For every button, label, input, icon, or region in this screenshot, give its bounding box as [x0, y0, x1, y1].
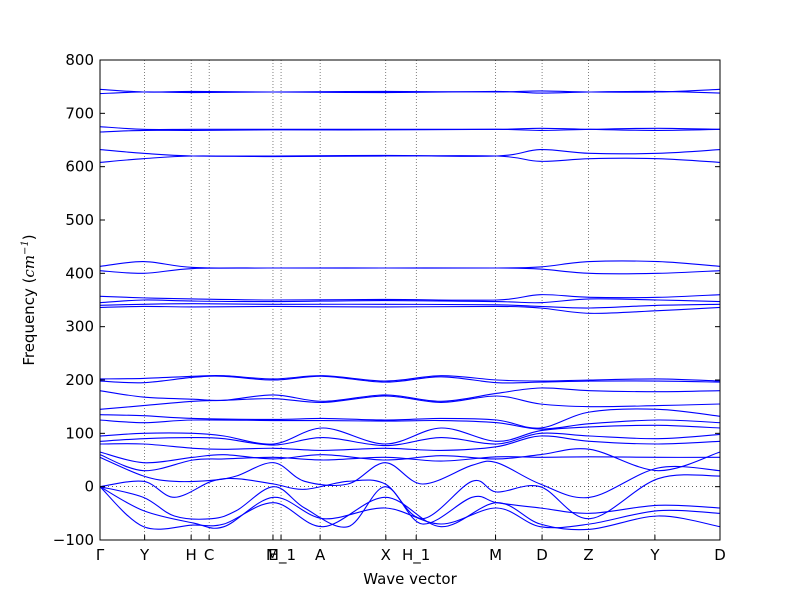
band-line-27	[99, 486, 721, 531]
band-line-28	[99, 486, 721, 529]
x-ticks: Γ Y H C EM_1 A X H_1 M D Z Y D	[96, 535, 726, 565]
y-axis-label-main: Frequency (	[20, 278, 38, 366]
band-line-21	[99, 435, 721, 451]
band-line-13	[99, 375, 721, 382]
band-line-17	[99, 408, 721, 429]
band-line-9	[99, 294, 721, 301]
x-tick-label-12: Y	[649, 546, 660, 564]
band-line-18	[99, 419, 721, 430]
band-series-group	[99, 88, 721, 531]
band-line-22	[99, 448, 721, 472]
band-line-6	[99, 155, 721, 163]
band-line-14	[99, 375, 721, 384]
x-tick-label-9: M	[489, 546, 502, 564]
y-ticks: −100 0 100 200 300 400 500 600 700 800	[53, 51, 720, 549]
band-line-16	[99, 395, 721, 410]
x-tick-label-8: H_1	[402, 546, 430, 565]
band-line-23	[99, 454, 721, 472]
band-line-4	[99, 127, 721, 133]
x-tick-label-10: D	[536, 546, 548, 564]
band-line-10	[99, 298, 721, 304]
band-line-26	[99, 486, 721, 528]
y-tick-label-4: 300	[65, 318, 94, 336]
y-axis-label-exponent: −1	[20, 240, 31, 255]
y-tick-label-9: 800	[65, 51, 94, 69]
x-tick-label-7: X	[381, 546, 391, 564]
y-tick-label-2: 100	[65, 424, 94, 442]
y-axis-label: Frequency (cm−1)	[20, 234, 38, 365]
y-tick-label-1: 0	[84, 478, 94, 496]
x-tick-label-3: C	[204, 546, 214, 564]
y-tick-label-6: 500	[65, 211, 94, 229]
x-tick-label-0: Γ	[96, 546, 105, 564]
band-line-7	[99, 260, 721, 269]
x-tick-label-2: H	[185, 546, 196, 564]
y-tick-label-7: 600	[65, 158, 94, 176]
plot-frame	[99, 59, 721, 541]
band-line-25	[99, 474, 721, 520]
y-tick-label-3: 200	[65, 371, 94, 389]
x-tick-label-13: D	[714, 546, 726, 564]
y-tick-label-0: −100	[53, 531, 94, 549]
band-line-11	[99, 303, 721, 309]
x-tick-label-4: E	[268, 546, 277, 564]
band-line-19	[99, 424, 721, 445]
y-axis-label-unit: cm	[20, 255, 38, 278]
band-line-20	[99, 432, 721, 447]
band-line-5	[99, 149, 721, 157]
band-line-24	[99, 456, 721, 499]
y-tick-label-8: 700	[65, 104, 94, 122]
y-tick-label-5: 400	[65, 264, 94, 282]
x-tick-label-11: Z	[583, 546, 593, 564]
x-axis-label: Wave vector	[363, 570, 457, 588]
band-line-2	[99, 90, 721, 95]
x-tick-label-5: M_1	[266, 546, 296, 565]
band-line-8	[99, 267, 721, 275]
x-tick-label-6: A	[315, 546, 326, 564]
x-tick-label-1: Y	[139, 546, 150, 564]
band-line-12	[99, 305, 721, 314]
y-axis-label-close: )	[20, 234, 38, 240]
band-line-15	[99, 387, 721, 402]
